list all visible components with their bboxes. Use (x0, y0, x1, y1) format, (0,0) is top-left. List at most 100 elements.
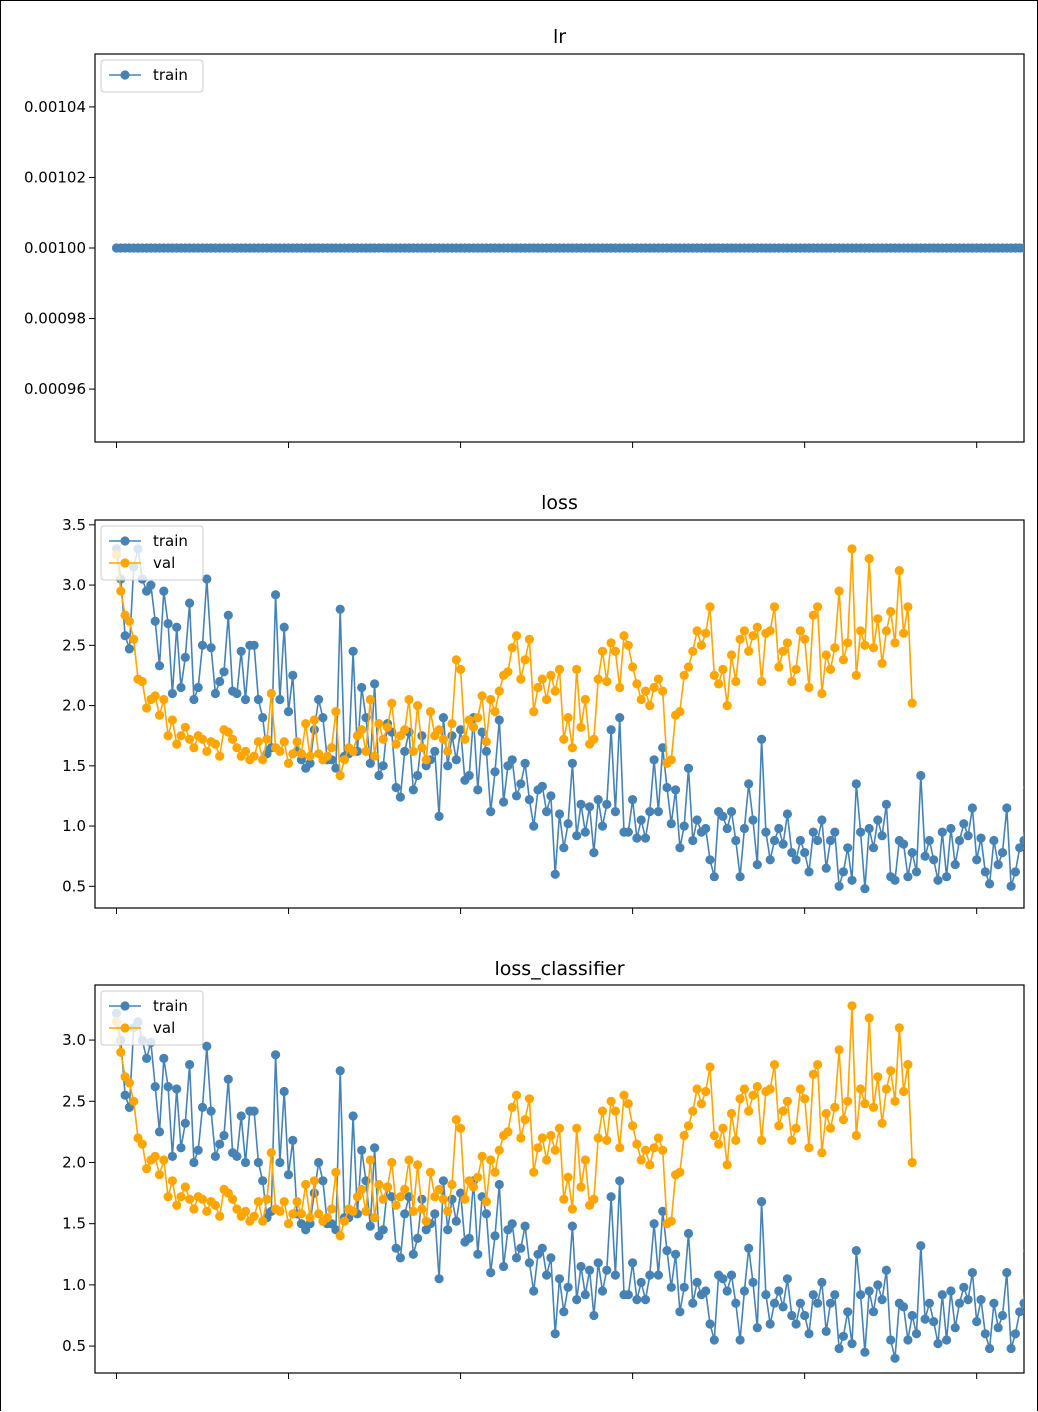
data-point-train (288, 670, 298, 681)
data-point-train (370, 679, 380, 689)
data-point-train (718, 1274, 728, 1284)
data-point-val (434, 1184, 444, 1194)
data-point-val (834, 1045, 844, 1055)
data-point-train (610, 1270, 621, 1280)
data-point-train (899, 1302, 909, 1312)
data-point-val (456, 1123, 466, 1133)
y-tick-label: 1.5 (62, 1215, 86, 1233)
data-point-train (808, 827, 818, 837)
data-point-val (370, 1213, 380, 1223)
data-point-val (589, 1194, 599, 1204)
data-point-train (946, 823, 956, 834)
data-point-train (154, 1127, 165, 1137)
data-point-train (959, 1282, 969, 1292)
data-point-train (851, 779, 861, 789)
data-point-train (585, 802, 595, 812)
data-point-val (180, 1182, 190, 1192)
data-point-val (666, 755, 676, 765)
data-point-val (576, 1182, 586, 1192)
data-point-val (150, 691, 160, 701)
data-point-train (486, 1268, 496, 1278)
data-point-train (219, 667, 229, 677)
axes-frame (94, 984, 1025, 1374)
data-point-val (305, 751, 315, 761)
data-point-val (163, 731, 173, 741)
data-point-train (817, 815, 827, 825)
data-point-train (782, 809, 793, 819)
data-point-train (959, 819, 969, 829)
data-point-train (942, 1335, 952, 1345)
data-point-train (675, 1307, 685, 1317)
data-point-val (511, 631, 522, 641)
series-line-train (115, 1013, 1024, 1359)
data-point-val (408, 1206, 418, 1216)
y-tick-label: 2.0 (62, 697, 86, 715)
data-point-val (374, 719, 384, 729)
data-point-val (391, 1200, 401, 1210)
data-point-train (400, 1209, 410, 1219)
data-point-train (232, 1151, 242, 1161)
data-point-train (864, 823, 874, 834)
data-point-val (176, 731, 186, 741)
data-point-train (683, 763, 694, 773)
data-point-train (271, 590, 281, 600)
data-point-train (1028, 852, 1037, 861)
data-point-train (546, 791, 556, 801)
data-point-val (240, 1206, 251, 1216)
data-point-val (731, 1135, 741, 1145)
data-point-val (417, 1204, 427, 1214)
data-point-val (696, 640, 707, 650)
data-point-train (967, 803, 978, 813)
data-point-val (701, 628, 711, 638)
data-point-val (348, 746, 358, 757)
data-point-train (378, 1225, 388, 1235)
data-point-val (860, 1099, 870, 1109)
data-point-val (563, 1172, 573, 1182)
data-point-val (357, 725, 367, 735)
data-point-train (309, 1188, 319, 1198)
data-point-train (653, 807, 664, 817)
data-point-val (731, 676, 741, 687)
data-point-train (701, 1286, 711, 1296)
data-point-train (1002, 803, 1012, 813)
data-point-val (683, 662, 694, 672)
data-point-train (1019, 1298, 1024, 1308)
data-point-val (413, 701, 423, 711)
data-point-train (546, 1253, 556, 1263)
data-point-val (744, 1106, 754, 1116)
data-point-val (154, 1170, 165, 1180)
data-point-val (288, 1209, 298, 1219)
data-point-train (202, 1041, 212, 1051)
data-point-train (649, 755, 659, 765)
data-point-train (954, 835, 965, 846)
data-point-train (1002, 1268, 1012, 1278)
data-point-val (283, 758, 294, 769)
data-point-train (456, 725, 466, 735)
data-point-train (1028, 1315, 1037, 1324)
data-point-val (348, 1206, 358, 1216)
data-point-val (718, 664, 728, 675)
data-point-train (666, 1282, 676, 1292)
data-point-train (903, 872, 913, 882)
data-point-val (361, 1206, 371, 1216)
data-point-train (185, 598, 195, 608)
data-point-train (873, 815, 883, 825)
data-point-val (228, 1194, 238, 1204)
data-point-val (460, 734, 470, 744)
legend-box (100, 59, 204, 93)
data-point-val (610, 646, 621, 656)
data-point-train (825, 835, 836, 846)
data-point-val (172, 1200, 182, 1210)
data-point-train (679, 821, 689, 831)
data-point-val (894, 566, 904, 576)
data-point-val (507, 1102, 517, 1112)
data-point-train (223, 1074, 233, 1084)
data-point-train (640, 833, 651, 843)
data-point-val (129, 634, 139, 644)
data-point-val (778, 646, 788, 656)
data-point-train (632, 1295, 642, 1305)
data-point-train (929, 1317, 939, 1327)
data-point-val (266, 1148, 276, 1158)
data-point-train (972, 1317, 982, 1327)
y-tick-label: 2.5 (62, 1092, 86, 1110)
